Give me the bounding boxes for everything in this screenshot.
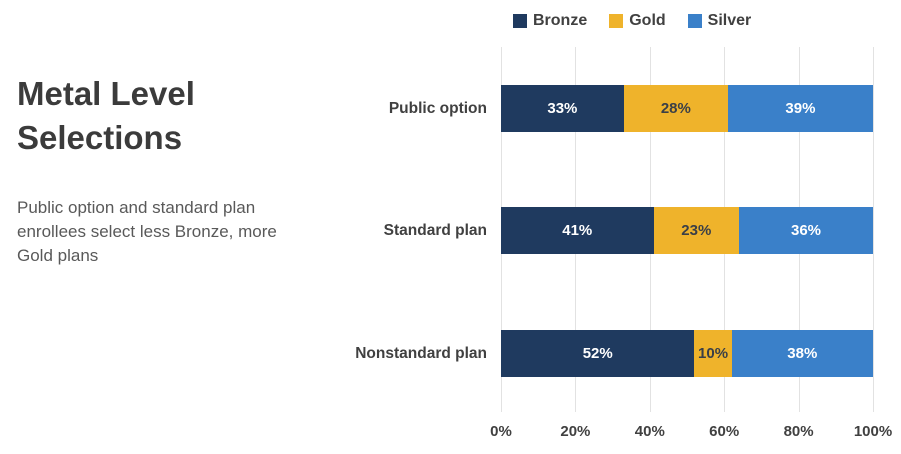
- legend-item-gold[interactable]: Gold: [609, 12, 666, 30]
- bar-segment-bronze[interactable]: 52%: [501, 330, 695, 377]
- legend-item-bronze[interactable]: Bronze: [513, 12, 587, 30]
- bar-row: 33% 28% 39%: [501, 85, 873, 132]
- page-title: Metal Level Selections: [17, 75, 195, 156]
- bar-segment-label: 33%: [547, 100, 578, 117]
- bar-segment-silver[interactable]: 39%: [727, 85, 873, 132]
- bar-segment-label: 28%: [660, 100, 691, 117]
- x-tick-label: 40%: [634, 423, 665, 440]
- legend-item-silver[interactable]: Silver: [687, 12, 752, 30]
- bar-row: 52% 10% 38%: [501, 330, 873, 377]
- legend-label-silver: Silver: [707, 12, 752, 29]
- bar-segment-silver[interactable]: 36%: [739, 207, 873, 254]
- bar-segment-label: 39%: [785, 100, 816, 117]
- legend-label-gold: Gold: [629, 12, 666, 29]
- category-label: Public option: [388, 99, 487, 117]
- x-tick-label: 100%: [853, 423, 893, 440]
- category-label: Nonstandard plan: [355, 344, 487, 362]
- bar-segment-label: 52%: [582, 345, 613, 362]
- category-label: Standard plan: [383, 221, 487, 239]
- x-tick-label: 0%: [490, 423, 512, 440]
- bar-segment-bronze[interactable]: 41%: [501, 207, 654, 254]
- x-tick-label: 20%: [560, 423, 591, 440]
- bar-segment-gold[interactable]: 23%: [653, 207, 740, 254]
- bar-segment-silver[interactable]: 38%: [731, 330, 873, 377]
- bar-segment-bronze[interactable]: 33%: [501, 85, 624, 132]
- page-subtitle: Public option and standard plan enrollee…: [17, 198, 277, 265]
- bar-segment-label: 41%: [562, 222, 593, 239]
- legend: Bronze Gold Silver: [513, 12, 751, 30]
- legend-swatch-silver: [687, 14, 702, 28]
- bar-segment-gold[interactable]: 28%: [623, 85, 728, 132]
- x-axis: 0% 20% 40% 60% 80% 100%: [490, 423, 892, 443]
- x-tick-label: 60%: [709, 423, 740, 440]
- bar-row: 41% 23% 36%: [501, 207, 873, 254]
- x-tick-label: 80%: [783, 423, 814, 440]
- bar-segment-label: 38%: [787, 345, 818, 362]
- legend-swatch-gold: [609, 14, 624, 28]
- gridline: [873, 47, 874, 412]
- legend-label-bronze: Bronze: [533, 12, 588, 29]
- bar-segment-label: 23%: [681, 222, 712, 239]
- legend-swatch-bronze: [513, 14, 527, 28]
- bar-segment-label: 36%: [791, 222, 822, 239]
- plot-area: 33% 28% 39% 41% 23% 36% 52% 10% 38%: [501, 47, 874, 412]
- bar-segment-gold[interactable]: 10%: [694, 330, 732, 377]
- bar-segment-label: 10%: [698, 345, 729, 362]
